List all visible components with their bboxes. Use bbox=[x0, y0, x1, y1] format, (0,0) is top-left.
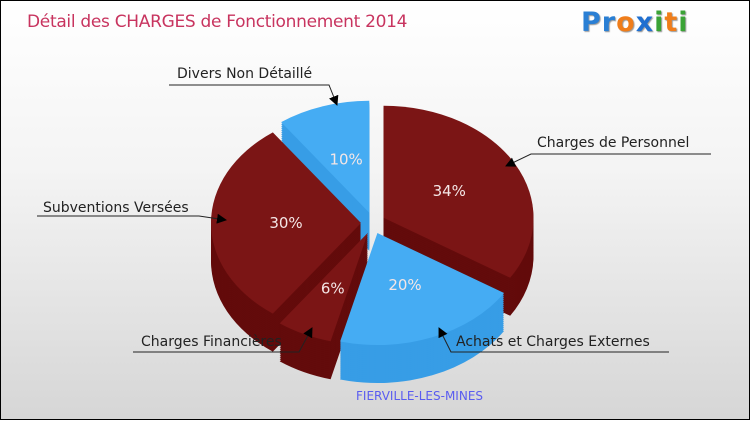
logo-letter: t bbox=[664, 7, 679, 38]
pie-slice-3 bbox=[211, 132, 361, 352]
logo-letter: P bbox=[581, 7, 602, 38]
pie-slice-top bbox=[281, 100, 370, 213]
city-label: FIERVILLE-LES-MINES bbox=[356, 389, 483, 403]
pct-label: 34% bbox=[433, 182, 466, 200]
label-subventions: Subventions Versées bbox=[43, 200, 189, 216]
leader-lines bbox=[37, 84, 711, 353]
pie-slice-top bbox=[279, 232, 368, 342]
pct-label: 6% bbox=[321, 280, 345, 298]
leader-line-personnel bbox=[505, 153, 711, 167]
label-divers: Divers Non Détaillé bbox=[177, 66, 312, 82]
pct-label: 30% bbox=[269, 214, 302, 232]
leader-line-achats bbox=[438, 327, 669, 353]
pct-label: 10% bbox=[329, 150, 362, 168]
label-financieres: Charges Financières bbox=[141, 334, 282, 350]
label-achats: Achats et Charges Externes bbox=[456, 334, 650, 350]
leader-line-subventions bbox=[37, 213, 227, 224]
pie-slice-2 bbox=[279, 232, 368, 380]
logo-letter: i bbox=[654, 7, 665, 38]
pie-slice-top bbox=[383, 105, 534, 278]
pie-slice-top bbox=[340, 233, 505, 346]
pie-slice-top bbox=[211, 132, 361, 314]
proxiti-logo[interactable]: Proxiti bbox=[581, 7, 689, 38]
logo-letter: i bbox=[678, 7, 689, 38]
pct-label: 20% bbox=[388, 276, 421, 294]
pie-slice-1 bbox=[340, 233, 505, 384]
leader-line-divers bbox=[169, 84, 339, 106]
logo-letter: o bbox=[616, 7, 636, 38]
chart-title: Détail des CHARGES de Fonctionnement 201… bbox=[27, 12, 408, 32]
label-personnel: Charges de Personnel bbox=[537, 135, 689, 151]
leader-line-financieres bbox=[133, 327, 313, 353]
logo-letter: x bbox=[635, 7, 655, 38]
logo-letter: r bbox=[601, 7, 617, 38]
